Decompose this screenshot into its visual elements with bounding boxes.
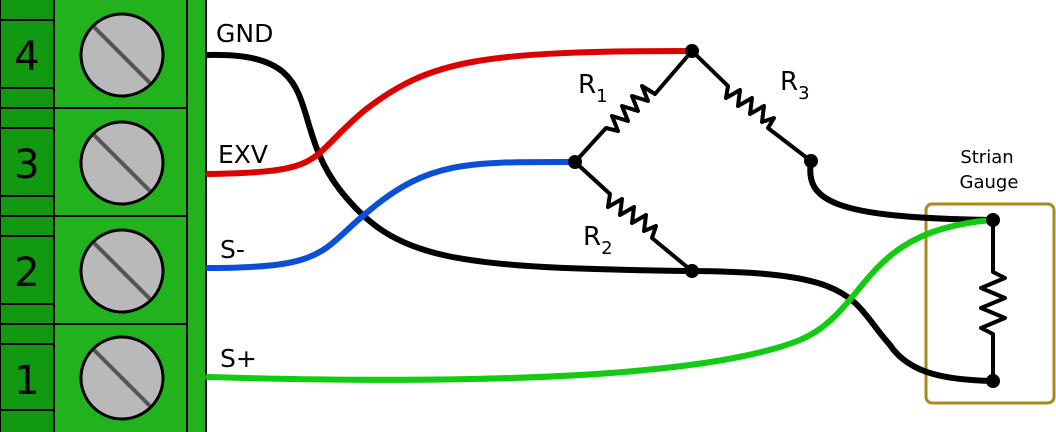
terminal-number-1: 1 (14, 358, 39, 404)
terminal-number-3: 3 (14, 142, 39, 188)
screw-icon (79, 120, 165, 206)
resistor-label-r1: R1 (578, 70, 608, 107)
terminal-right-strip (186, 0, 207, 432)
node-top (685, 44, 699, 58)
screw-icon (79, 228, 165, 314)
wire-label-s-minus: S- (220, 235, 245, 264)
wire-gnd (205, 51, 996, 384)
node-bottom (685, 264, 699, 278)
wire-s-minus (205, 158, 578, 271)
strain-gauge-resistor (979, 220, 1007, 381)
screw-icon (79, 335, 165, 421)
number-column-lines (0, 19, 54, 411)
terminal-block: 4 3 2 1 (0, 0, 207, 432)
node-left (568, 155, 582, 169)
node-r3-end (804, 154, 818, 168)
junction-nodes (568, 44, 1000, 388)
strain-gauge-box (924, 202, 1056, 405)
wire-label-exv: EXV (218, 140, 268, 169)
node-gauge-bottom (986, 374, 1000, 388)
screw-icon (79, 12, 165, 98)
resistor-r2 (573, 160, 694, 273)
wire-s-plus (205, 217, 996, 383)
terminal-number-4: 4 (14, 34, 39, 80)
resistor-r1 (573, 49, 694, 164)
wire-label-s-plus: S+ (220, 344, 257, 373)
terminal-number-2: 2 (14, 250, 39, 296)
wire-r3-to-gauge (807, 158, 996, 223)
node-gauge-top (986, 213, 1000, 227)
strain-gauge-label-line2: Gauge (960, 172, 1019, 193)
resistor-r3 (690, 49, 813, 163)
wire-label-gnd: GND (216, 19, 273, 48)
resistor-label-r3: R3 (780, 67, 810, 104)
resistor-label-r2: R2 (583, 222, 613, 259)
wire-exv (205, 48, 695, 177)
strain-gauge-label-line1: Strian (960, 147, 1013, 168)
